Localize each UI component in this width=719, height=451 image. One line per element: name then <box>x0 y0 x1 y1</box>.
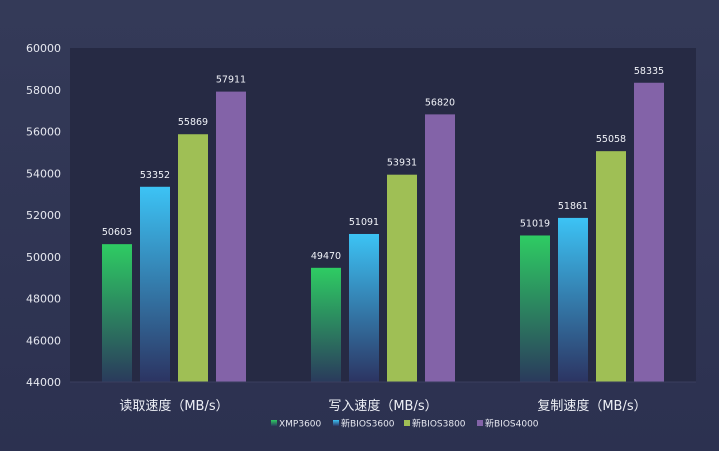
bar-value-label: 49470 <box>311 251 341 262</box>
bar-value-label: 50603 <box>102 227 132 238</box>
y-tick-label: 54000 <box>26 167 61 180</box>
bar-bios4000-1 <box>425 114 455 382</box>
bar-value-label: 51861 <box>558 201 588 212</box>
y-tick-label: 48000 <box>26 293 61 306</box>
bar-bios3800-1 <box>387 174 417 382</box>
bar-bios4000-2 <box>634 82 664 383</box>
legend-swatch <box>333 420 339 426</box>
bar-xmp3600-0 <box>102 244 132 382</box>
bar-bios3600-2 <box>558 217 588 382</box>
legend-label: XMP3600 <box>279 420 322 430</box>
legend-label: 新BIOS3600 <box>341 418 395 430</box>
bar-value-label: 53352 <box>140 170 170 181</box>
y-tick-label: 58000 <box>26 84 61 97</box>
bar-bios4000-0 <box>216 91 246 382</box>
x-category-label: 复制速度（MB/s） <box>537 398 646 414</box>
bar-xmp3600-1 <box>311 267 341 382</box>
bar-value-label: 57911 <box>216 75 246 86</box>
legend-label: 新BIOS4000 <box>485 418 539 430</box>
y-tick-label: 52000 <box>26 209 61 222</box>
x-category-label: 写入速度（MB/s） <box>328 398 437 414</box>
legend-label: 新BIOS3800 <box>412 418 466 430</box>
y-tick-label: 56000 <box>26 126 61 139</box>
bar-value-label: 51019 <box>520 218 550 229</box>
bar-value-label: 51091 <box>349 217 379 228</box>
bar-xmp3600-2 <box>520 235 550 382</box>
x-category-label: 读取速度（MB/s） <box>119 398 228 414</box>
bar-value-label: 55869 <box>178 117 208 128</box>
bar-value-label: 55058 <box>596 134 626 145</box>
y-tick-label: 46000 <box>26 334 61 347</box>
y-tick-label: 50000 <box>26 251 61 264</box>
legend-swatch <box>404 420 410 426</box>
bar-value-label: 56820 <box>425 97 455 108</box>
legend-swatch <box>271 420 277 426</box>
y-tick-label: 44000 <box>26 376 61 389</box>
plot-area <box>70 48 696 382</box>
bar-value-label: 58335 <box>634 66 664 77</box>
bar-bios3800-2 <box>596 151 626 382</box>
bar-value-label: 53931 <box>387 158 417 169</box>
legend-swatch <box>477 420 483 426</box>
bar-bios3600-1 <box>349 233 379 382</box>
bar-bios3600-0 <box>140 186 170 382</box>
bar-bios3800-0 <box>178 134 208 382</box>
y-tick-label: 60000 <box>26 42 61 55</box>
